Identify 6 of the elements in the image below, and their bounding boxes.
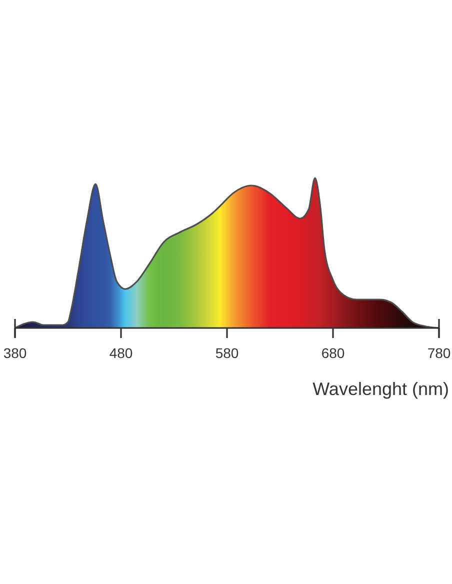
x-tick-label: 380: [3, 345, 27, 361]
x-tick-label: 480: [109, 345, 133, 361]
x-tick-label: 680: [321, 345, 345, 361]
x-tick-label: 780: [427, 345, 451, 361]
x-tick-label: 580: [215, 345, 239, 361]
x-axis-title: Wavelenght (nm): [312, 379, 449, 399]
